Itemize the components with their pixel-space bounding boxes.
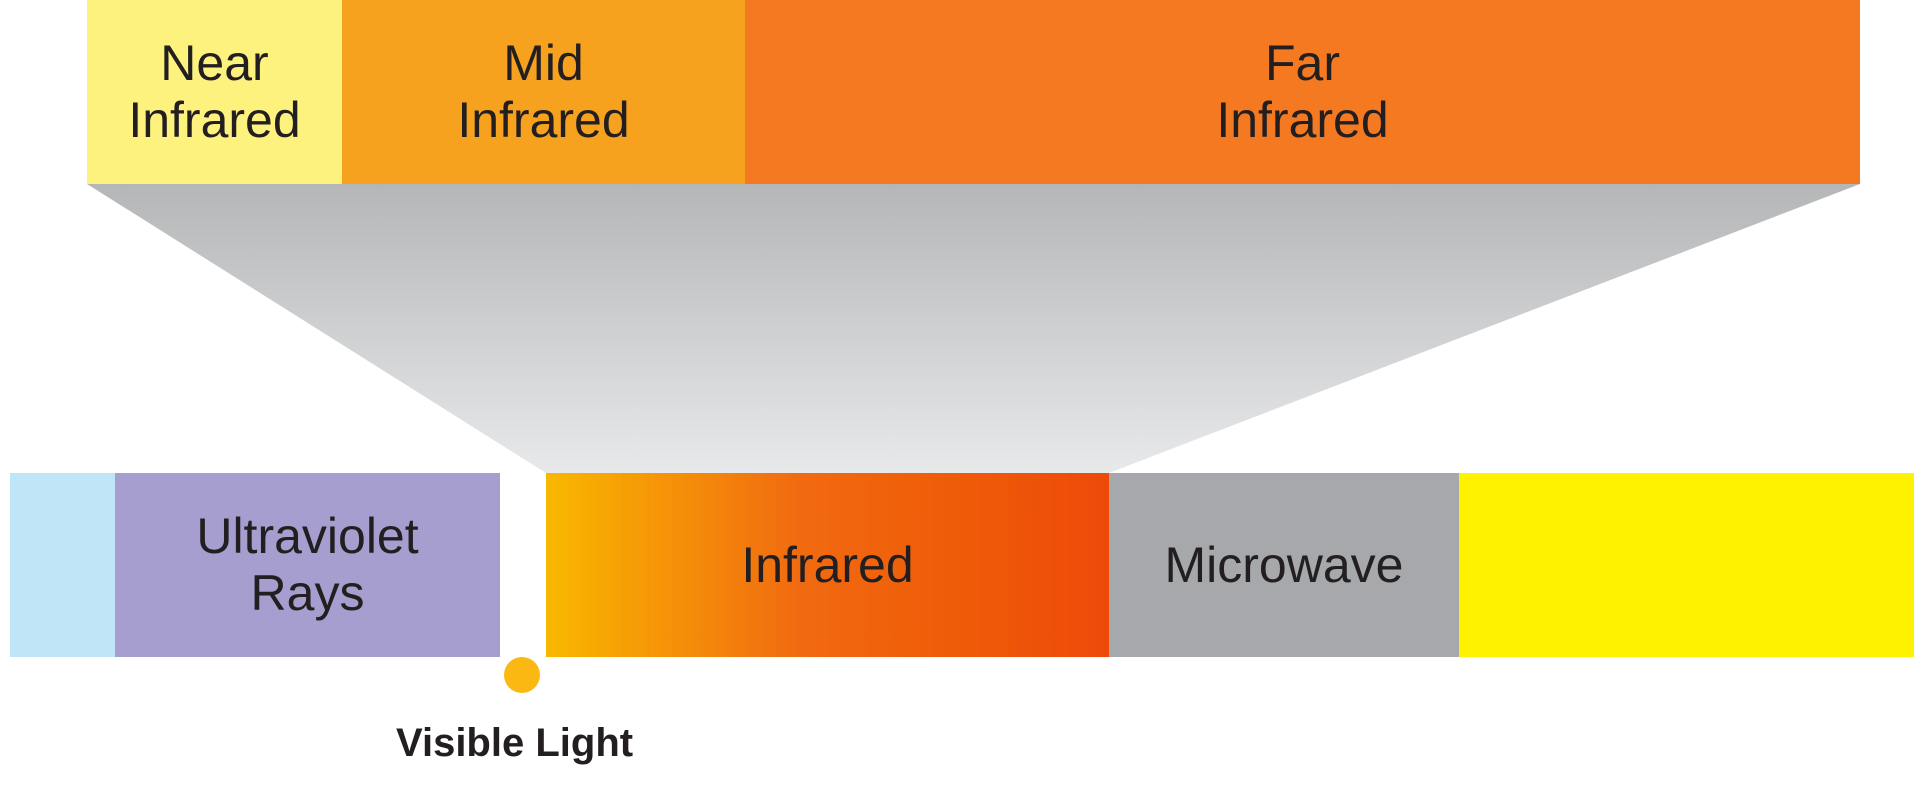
mid-infrared-label: Mid Infrared bbox=[457, 35, 630, 148]
visible-light-marker-dot bbox=[504, 657, 540, 693]
near-infrared-label: Near Infrared bbox=[128, 35, 301, 148]
spectrum-band-yellow bbox=[1459, 473, 1914, 657]
far-infrared-band: Far Infrared bbox=[745, 0, 1860, 184]
microwave-band: Microwave bbox=[1109, 473, 1459, 657]
visible-light-label: Visible Light bbox=[396, 721, 634, 765]
near-infrared-band: Near Infrared bbox=[87, 0, 342, 184]
infrared-band: Infrared bbox=[546, 473, 1109, 657]
ultraviolet-band: Ultraviolet Rays bbox=[115, 473, 500, 657]
mid-infrared-band: Mid Infrared bbox=[342, 0, 745, 184]
zoom-funnel-shape bbox=[87, 184, 1860, 473]
infrared-label: Infrared bbox=[741, 536, 914, 593]
microwave-label: Microwave bbox=[1164, 536, 1404, 593]
visible-light-gap bbox=[500, 473, 546, 657]
spectrum-band-light-blue bbox=[10, 473, 115, 657]
ultraviolet-label: Ultraviolet Rays bbox=[196, 508, 419, 621]
far-infrared-label: Far Infrared bbox=[1216, 35, 1389, 148]
